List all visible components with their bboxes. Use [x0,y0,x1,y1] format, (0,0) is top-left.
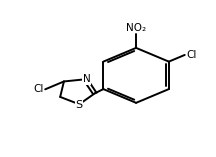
Text: N: N [83,74,90,84]
Text: Cl: Cl [186,50,197,60]
Text: S: S [76,100,83,110]
Text: Cl: Cl [34,84,44,94]
Text: NO₂: NO₂ [126,23,146,33]
